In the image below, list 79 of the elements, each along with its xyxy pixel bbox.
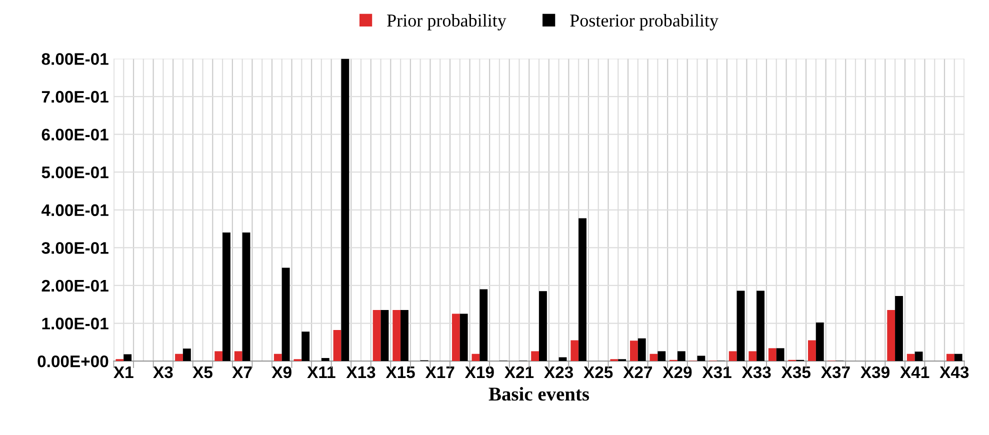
bar: [728, 351, 737, 362]
x-tick-label: X33: [742, 366, 771, 378]
x-tick-label: X39: [860, 366, 890, 378]
bar: [214, 351, 223, 362]
bar: [570, 340, 579, 362]
x-tick-label: X31: [702, 366, 732, 378]
x-tick-label: X27: [623, 366, 652, 378]
bar: [768, 348, 776, 362]
bar: [480, 289, 488, 362]
x-tick-label: X37: [821, 366, 850, 378]
bar: [808, 340, 816, 362]
bar: [756, 290, 764, 362]
y-tick-label: 8.00E-01: [42, 53, 108, 65]
bar: [222, 232, 230, 362]
y-tick-label: 6.00E-01: [42, 128, 108, 141]
bar: [380, 310, 389, 362]
bar: [302, 332, 310, 362]
bar: [234, 351, 242, 362]
bar: [954, 354, 962, 362]
bar: [321, 358, 330, 362]
bar: [182, 348, 191, 362]
bar: [946, 354, 954, 362]
x-tick-label: X43: [940, 366, 969, 378]
bar: [282, 268, 290, 362]
x-tick-label: X7: [232, 366, 252, 378]
x-tick-label: X23: [544, 366, 574, 378]
y-tick-label: 3.00E-01: [42, 242, 108, 254]
x-tick-label: X25: [584, 366, 613, 378]
y-tick-label: 1.00E-01: [42, 318, 108, 330]
x-tick-label: X41: [900, 366, 930, 378]
x-tick-label: X9: [272, 366, 292, 378]
bar: [472, 354, 480, 362]
y-tick-label: 2.00E-01: [42, 280, 108, 292]
bar: [630, 340, 638, 362]
x-tick-label: X29: [662, 366, 692, 378]
bar: [736, 290, 745, 362]
bar: [531, 351, 540, 362]
bar: [697, 356, 706, 362]
x-tick-label: X3: [153, 366, 173, 378]
bar: [677, 351, 686, 362]
x-tick-label: X21: [504, 366, 534, 378]
bar: [895, 296, 903, 362]
bar: [400, 310, 408, 362]
y-tick-label: 5.00E-01: [42, 166, 108, 178]
bar: [341, 58, 350, 362]
bar: [906, 354, 915, 362]
x-tick-label: X13: [346, 366, 376, 378]
bar: [274, 354, 282, 362]
legend-label: Posterior probability: [570, 14, 718, 30]
bar: [539, 291, 547, 362]
legend-label: Prior probability: [387, 14, 506, 30]
bar: [392, 310, 401, 362]
bar: [333, 330, 342, 362]
bar: [638, 338, 646, 362]
bar: [242, 232, 250, 362]
bar: [175, 354, 183, 362]
y-tick-label: 4.00E-01: [41, 204, 108, 216]
x-axis-title: Basic events: [488, 387, 590, 401]
x-tick-label: X15: [386, 366, 415, 378]
x-tick-label: X5: [192, 366, 212, 378]
y-tick-label: 0.00E+00: [38, 355, 108, 368]
bar: [776, 348, 784, 362]
x-tick-label: X19: [464, 366, 494, 378]
bar: [658, 351, 666, 362]
bar: [452, 314, 460, 362]
bar: [748, 351, 757, 362]
bar: [578, 218, 586, 362]
x-tick-label: X35: [781, 366, 811, 378]
bar: [372, 310, 381, 362]
x-tick-label: X17: [425, 366, 454, 378]
x-tick-label: X11: [307, 366, 336, 378]
bar: [124, 354, 132, 362]
bar: [460, 314, 468, 362]
bar: [650, 354, 658, 362]
x-tick-label: X1: [114, 366, 134, 378]
bar: [816, 322, 824, 362]
bar: [914, 352, 923, 362]
bar: [887, 310, 896, 362]
y-tick-label: 7.00E-01: [42, 90, 108, 103]
